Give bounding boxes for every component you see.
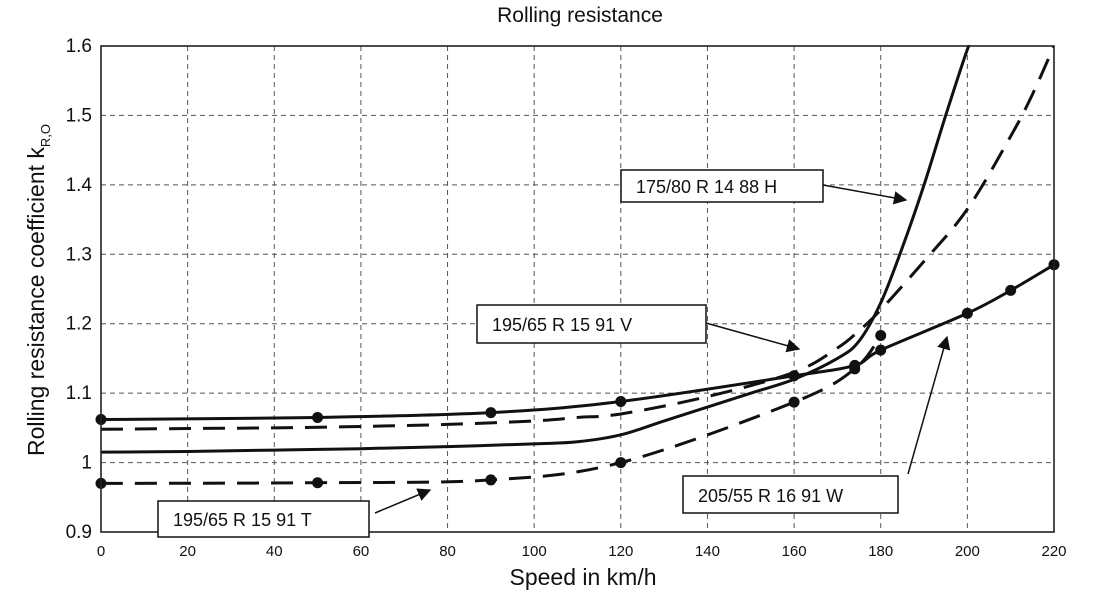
- x-tick-label: 200: [955, 543, 980, 560]
- data-point: [875, 344, 887, 356]
- callout-arrow-195-65-r15-t: [374, 488, 432, 514]
- callout-box-195-65-r15-v: [476, 304, 707, 344]
- y-tick-label: 0.9: [66, 522, 92, 543]
- data-point: [961, 307, 973, 319]
- callout-label-195-65-r15-t: 195/65 R 15 91 T: [173, 510, 312, 530]
- callout-195-65-r15-t: 195/65 R 15 91 T: [157, 488, 432, 538]
- callout-arrow-175-80-r14: [822, 184, 908, 205]
- callout-175-80-r14: 175/80 R 14 88 H: [620, 169, 908, 205]
- x-axis-ticks: 0 20 40 60 80 100 120 140 160 180 200 220: [97, 543, 1067, 560]
- y-tick-label: 1.2: [66, 314, 92, 335]
- data-point: [312, 477, 324, 489]
- x-tick-label: 180: [868, 543, 893, 560]
- callout-label-175-80-r14: 175/80 R 14 88 H: [636, 177, 777, 197]
- callout-arrow-205-55-r16: [907, 335, 951, 475]
- x-tick-label: 0: [97, 543, 105, 560]
- x-tick-label: 20: [179, 543, 196, 560]
- data-point: [788, 370, 800, 382]
- x-tick-label: 120: [608, 543, 633, 560]
- y-tick-label: 1.3: [66, 244, 92, 265]
- x-tick-label: 160: [782, 543, 807, 560]
- data-point: [788, 396, 800, 408]
- y-tick-label: 1.4: [66, 175, 93, 196]
- series-line-1: [101, 45, 1054, 431]
- y-axis-title: Rolling resistance coefficient kR,O: [23, 124, 53, 456]
- data-point: [485, 407, 497, 419]
- data-point: [875, 330, 887, 342]
- callout-box-195-65-r15-t: [157, 500, 370, 538]
- callout-box-205-55-r16: [682, 475, 899, 514]
- callout-195-65-r15-v: 195/65 R 15 91 V: [476, 304, 801, 353]
- data-point: [849, 359, 861, 371]
- series-line-2: [101, 334, 882, 485]
- x-tick-label: 220: [1041, 543, 1066, 560]
- plot-frame: [100, 45, 1055, 533]
- series-line-0: [101, 45, 971, 454]
- grid: [101, 46, 1054, 532]
- y-tick-label: 1.6: [66, 36, 92, 57]
- y-tick-label: 1.5: [66, 105, 92, 126]
- callout-label-195-65-r15-v: 195/65 R 15 91 V: [492, 315, 632, 335]
- x-tick-label: 80: [439, 543, 456, 560]
- x-tick-label: 40: [266, 543, 283, 560]
- x-tick-label: 140: [695, 543, 720, 560]
- x-tick-label: 100: [522, 543, 547, 560]
- callout-arrow-195-65-r15-v: [705, 322, 801, 353]
- callout-label-205-55-r16: 205/55 R 16 91 W: [698, 486, 843, 506]
- x-tick-label: 60: [353, 543, 370, 560]
- series-layer: [101, 45, 1054, 485]
- y-axis-ticks: 0.9 1 1.1 1.2 1.3 1.4 1.5 1.6: [66, 36, 93, 543]
- data-point: [1005, 284, 1017, 296]
- data-point: [615, 395, 627, 407]
- y-tick-label: 1.1: [66, 383, 92, 404]
- data-point: [615, 457, 627, 469]
- data-point: [485, 474, 497, 486]
- x-axis-title: Speed in km/h: [509, 564, 656, 590]
- data-point: [312, 411, 324, 423]
- y-tick-label: 1: [81, 453, 92, 474]
- marker-layer: [95, 259, 1060, 489]
- callout-box-175-80-r14: [620, 169, 824, 203]
- callout-205-55-r16: 205/55 R 16 91 W: [682, 335, 951, 514]
- chart-title: Rolling resistance: [497, 4, 663, 27]
